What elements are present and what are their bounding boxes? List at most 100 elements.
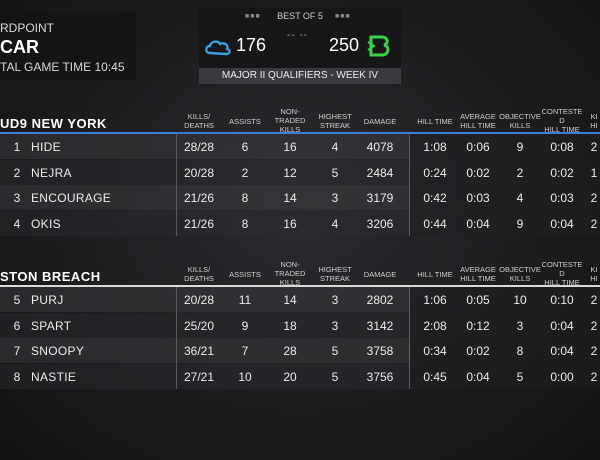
series-score-panel: ■■■ BEST OF 5 ■■■ 176 -- -- 250 MAJOR II… (199, 8, 401, 84)
stat-damage: 3142 (366, 318, 394, 333)
stat-contested-hill-time: 0:08 (550, 140, 574, 154)
player-number: 4 (13, 216, 21, 231)
col-hill-time: HILL TIME (417, 270, 453, 279)
stat-highest-streak: 3 (331, 191, 339, 205)
player-number: 1 (13, 140, 21, 154)
stat-damage: 3758 (366, 344, 394, 358)
player-number: 3 (13, 191, 21, 205)
stat-non-traded-kills: 16 (283, 140, 297, 154)
stat-contested-hill-time: 0:03 (550, 191, 574, 205)
stat-objective-kills: 9 (516, 140, 524, 154)
player-row: 6 SPART 25/20 9 18 3 3142 2:08 0:12 3 0:04 2 (0, 312, 600, 338)
stat-highest-streak: 5 (331, 369, 339, 384)
stat-hill-time: 0:24 (423, 165, 447, 180)
stat-hill-time: 0:44 (423, 216, 447, 231)
stat-non-traded-kills: 18 (283, 318, 297, 333)
stat-average-hill-time: 0:06 (466, 140, 490, 154)
player-name: ENCOURAGE (31, 191, 112, 205)
row-background (0, 287, 410, 312)
player-name: HIDE (31, 140, 61, 154)
stat-objective-kills: 5 (516, 369, 524, 384)
row-background-secondary (410, 159, 600, 185)
stat-damage: 3206 (366, 216, 394, 231)
stat-damage: 3756 (366, 369, 394, 384)
col-contested-hill-time: CONTESTE D HILL TIME (541, 260, 583, 287)
stat-kills-in-hill: 1 (590, 165, 598, 180)
stat-contested-hill-time: 0:04 (550, 216, 574, 231)
best-of-label: BEST OF 5 (277, 11, 323, 21)
stat-assists: 8 (241, 191, 249, 205)
stat-kills-deaths: 21/26 (183, 216, 215, 231)
stat-kills-in-hill: 2 (590, 369, 598, 384)
stat-average-hill-time: 0:12 (466, 318, 490, 333)
map-name: CAR (0, 37, 39, 57)
row-background-secondary (410, 185, 600, 210)
col-hill-time: HILL TIME (417, 117, 453, 126)
stat-assists: 6 (241, 140, 249, 154)
col-damage: DAMAGE (363, 270, 397, 279)
row-background (0, 134, 410, 159)
right-series-dots: ■■■ (335, 13, 351, 20)
stat-average-hill-time: 0:04 (466, 216, 490, 231)
stat-non-traded-kills: 16 (283, 216, 297, 231)
stat-hill-time: 0:42 (423, 191, 447, 205)
stat-hill-time: 2:08 (423, 318, 447, 333)
col-kills-in-hill: KI HI (590, 112, 598, 130)
row-background (0, 363, 410, 389)
player-number: 5 (13, 293, 21, 307)
stat-hill-time: 0:45 (423, 369, 447, 384)
player-number: 7 (13, 344, 21, 358)
stat-contested-hill-time: 0:04 (550, 344, 574, 358)
row-background (0, 185, 410, 210)
stat-assists: 7 (241, 344, 249, 358)
col-damage: DAMAGE (363, 117, 397, 126)
player-name: NASTIE (31, 369, 77, 384)
stat-objective-kills: 9 (516, 216, 524, 231)
stat-highest-streak: 4 (331, 216, 339, 231)
row-background-secondary (410, 287, 600, 312)
row-background-secondary (410, 338, 600, 363)
player-row: 3 ENCOURAGE 21/26 8 14 3 3179 0:42 0:03 4 0:03 2 (0, 185, 600, 210)
team-name: UD9 NEW YORK (0, 116, 107, 131)
player-row: 7 SNOOPY 36/21 7 28 5 3758 0:34 0:02 8 0:04 2 (0, 338, 600, 363)
player-row: 4 OKIS 21/26 8 16 4 3206 0:44 0:04 9 0:04 2 (0, 210, 600, 236)
stat-damage: 2484 (366, 165, 394, 180)
stat-contested-hill-time: 0:02 (550, 165, 574, 180)
col-highest-streak: HIGHEST STREAK (318, 112, 352, 130)
left-series-dots: ■■■ (245, 13, 261, 20)
column-divider (409, 287, 410, 389)
stat-kills-in-hill: 2 (590, 140, 598, 154)
col-average-hill-time: AVERAGE HILL TIME (460, 265, 496, 283)
stat-average-hill-time: 0:02 (466, 165, 490, 180)
stat-non-traded-kills: 14 (283, 191, 297, 205)
row-background (0, 210, 410, 236)
stat-assists: 10 (238, 369, 252, 384)
player-row: 2 NEJRA 20/28 2 12 5 2484 0:24 0:02 2 0:02 1 (0, 159, 600, 185)
row-background-secondary (410, 134, 600, 159)
column-divider (176, 134, 177, 236)
stat-hill-time: 1:08 (423, 140, 447, 154)
stat-non-traded-kills: 14 (283, 293, 297, 307)
player-number: 8 (13, 369, 21, 384)
player-name: PURJ (31, 293, 64, 307)
stat-kills-deaths: 27/21 (183, 369, 215, 384)
team-2-accent-line (0, 285, 600, 287)
stat-kills-deaths: 20/28 (183, 165, 215, 180)
stat-non-traded-kills: 28 (283, 344, 297, 358)
stat-highest-streak: 4 (331, 140, 339, 154)
stat-average-hill-time: 0:03 (466, 191, 490, 205)
stat-kills-in-hill: 2 (590, 318, 598, 333)
stat-non-traded-kills: 12 (283, 165, 297, 180)
stat-average-hill-time: 0:04 (466, 369, 490, 384)
stat-damage: 4078 (366, 140, 394, 154)
column-divider (409, 134, 410, 236)
left-team-score: 176 (236, 35, 267, 55)
player-row: 8 NASTIE 27/21 10 20 5 3756 0:45 0:04 5 0:00 2 (0, 363, 600, 389)
stat-objective-kills: 3 (516, 318, 524, 333)
player-name: OKIS (31, 216, 61, 231)
player-row: 5 PURJ 20/28 11 14 3 2802 1:06 0:05 10 0:10 2 (0, 287, 600, 312)
team-header-2: STON BREACH KILLS/DEATHS ASSISTS NON- TRA… (0, 260, 600, 287)
stat-assists: 2 (241, 165, 249, 180)
col-objective-kills: OBJECTIVE KILLS (499, 112, 541, 130)
stat-kills-in-hill: 2 (590, 216, 598, 231)
